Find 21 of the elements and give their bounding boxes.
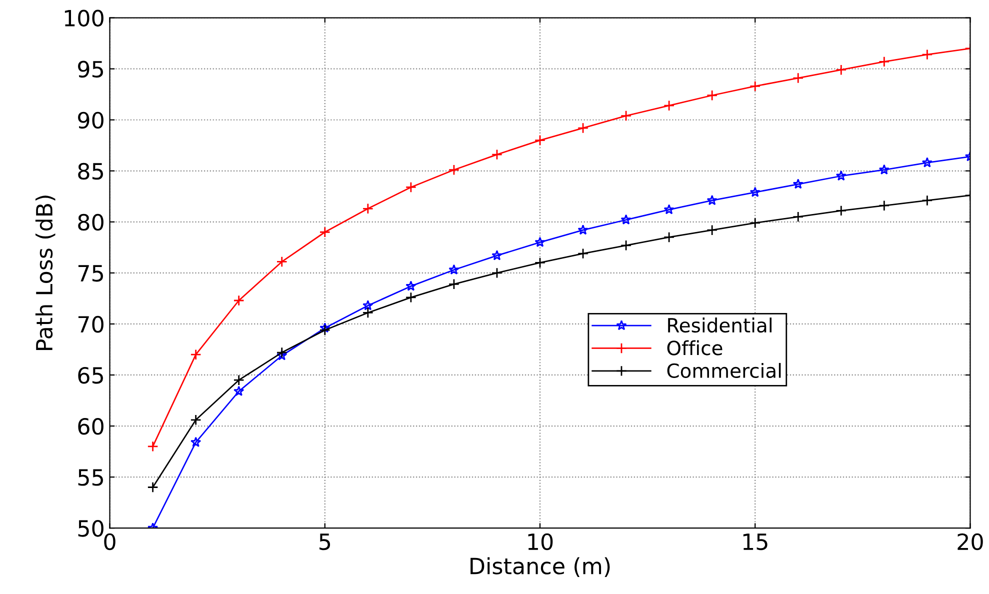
y-tick-label: 80 [78,214,104,231]
y-tick-label: 55 [78,469,103,486]
legend-label: Commercial [667,362,781,378]
x-tick-label: 0 [104,533,116,550]
y-tick-label: 90 [78,112,104,129]
x-tick-label: 20 [958,533,983,550]
y-tick-label: 60 [78,418,104,435]
y-tick-label: 95 [78,60,103,78]
y-axis-title: Path Loss (dB) [35,196,56,350]
x-tick-label: 15 [743,534,768,550]
y-tick-label: 75 [78,265,103,282]
y-tick-label: 70 [78,316,104,333]
x-tick-label: 5 [320,534,330,550]
y-tick-label: 65 [78,366,103,384]
legend-label: Residential [668,318,772,333]
x-tick-label: 10 [528,533,553,550]
y-tick-label: 50 [78,520,104,537]
y-tick-label: 100 [64,10,104,27]
legend-label: Office [667,340,722,356]
y-tick-label: 85 [78,162,103,180]
x-axis-title: Distance (m) [470,557,610,578]
